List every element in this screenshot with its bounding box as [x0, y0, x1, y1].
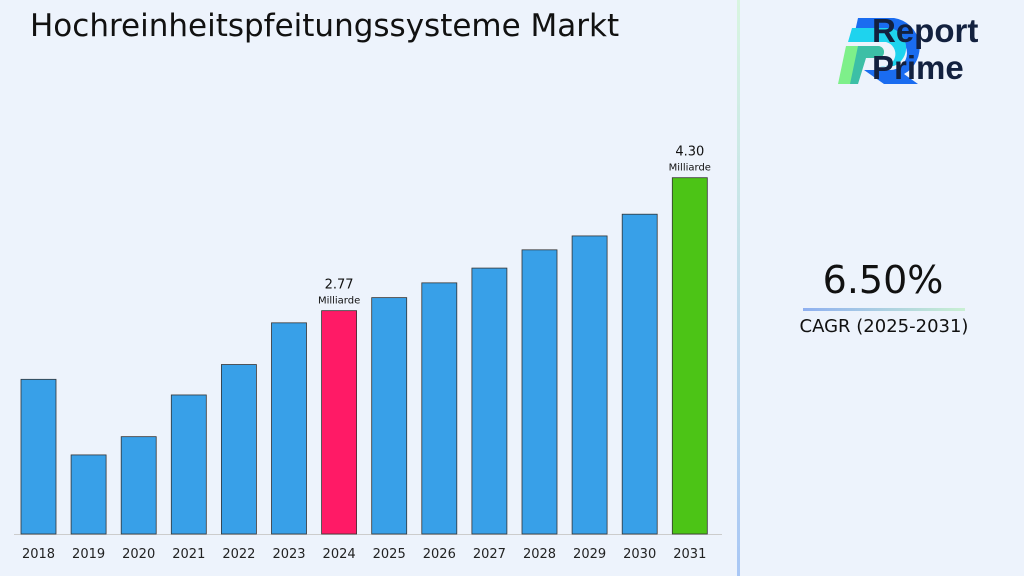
- cagr-underline: [803, 308, 965, 311]
- bar-2026: [421, 282, 458, 535]
- bar-2025: [371, 297, 408, 535]
- cagr-label: CAGR (2025-2031): [799, 316, 969, 337]
- data-label-value: 4.30: [675, 145, 704, 160]
- data-label-unit: Milliarde: [669, 163, 711, 174]
- bar-2030: [621, 213, 658, 535]
- bar-2022: [220, 364, 257, 535]
- bar-2024: [321, 310, 358, 535]
- x-tick-label: 2030: [623, 547, 656, 562]
- x-tick-label: 2026: [423, 547, 456, 562]
- brand-line2: Prime: [872, 49, 964, 86]
- brand-line1: Report: [872, 12, 979, 49]
- brand-name: Report Prime: [872, 12, 978, 86]
- x-tick-label: 2020: [122, 547, 155, 562]
- bar-chart: 2018 2019 2020 2021 2022 2023 2024 2.77 Milliard…: [14, 145, 722, 562]
- x-tick-label: 2028: [523, 547, 556, 562]
- x-tick-label: 2018: [22, 547, 55, 562]
- bar-2019: [70, 454, 107, 535]
- x-tick-label: 2025: [373, 547, 406, 562]
- x-tick-label: 2024: [323, 547, 356, 562]
- chart-title: Hochreinheitspfeitungssysteme Markt: [30, 8, 620, 44]
- x-tick-label: 2019: [72, 547, 105, 562]
- bar-2020: [120, 436, 157, 535]
- bar-2018: [20, 378, 57, 535]
- bar-2029: [571, 235, 608, 535]
- bar-2027: [471, 267, 508, 535]
- x-tick-label: 2031: [673, 547, 706, 562]
- x-tick-label: 2027: [473, 547, 506, 562]
- data-label-value: 2.77: [325, 278, 354, 293]
- x-tick-label: 2022: [222, 547, 255, 562]
- x-tick-label: 2029: [573, 547, 606, 562]
- bar-2023: [271, 322, 307, 535]
- x-tick-label: 2023: [272, 547, 305, 562]
- bar-2031: [671, 177, 708, 535]
- x-tick-label: 2021: [172, 547, 205, 562]
- bar-2021: [170, 394, 207, 535]
- divider: [737, 0, 740, 576]
- report-prime-logo-icon: [838, 18, 920, 84]
- cagr-value: 6.50%: [822, 258, 944, 302]
- bar-2028: [521, 249, 558, 535]
- data-label-unit: Milliarde: [318, 296, 360, 307]
